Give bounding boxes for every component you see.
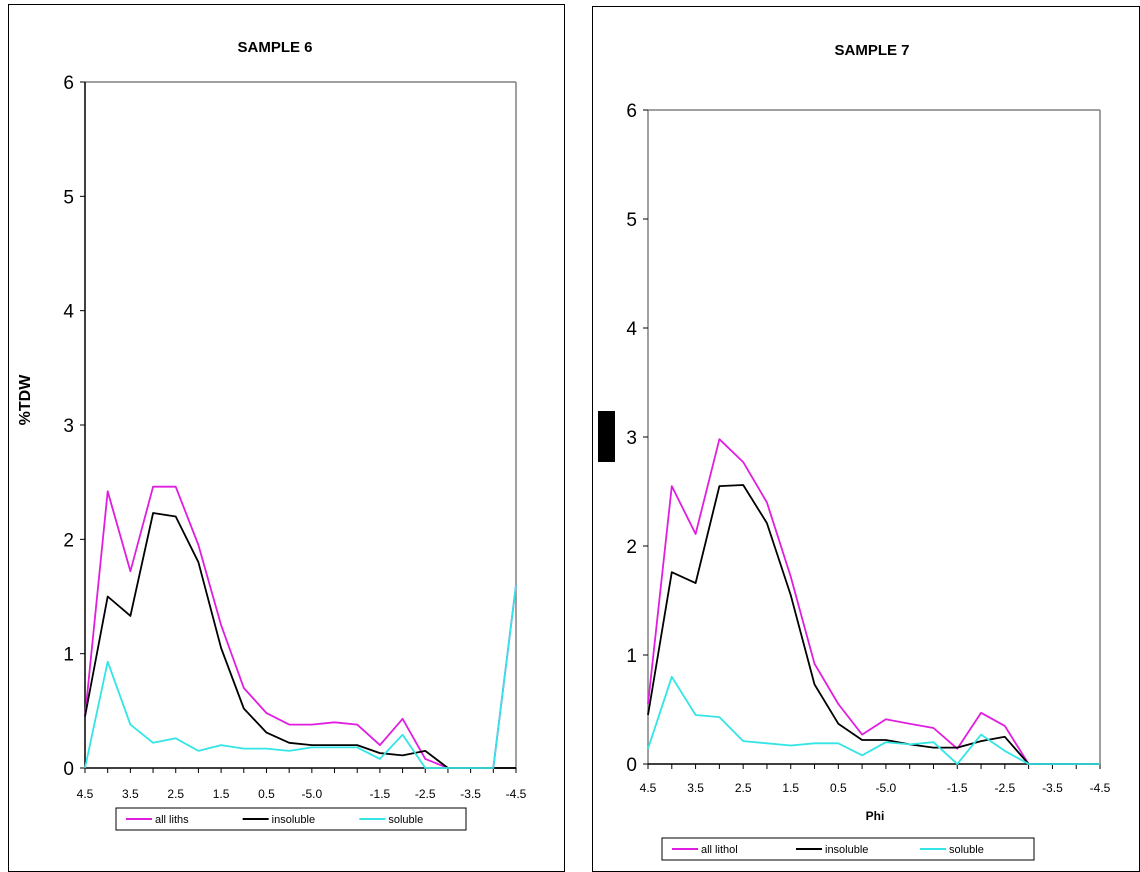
series-line-insoluble [647, 484, 1100, 765]
chart-panel-sample-6 [8, 4, 565, 872]
series-line-all-liths [84, 485, 517, 769]
legend-label: soluble [949, 844, 984, 856]
chart-title: SAMPLE 6 [237, 39, 312, 56]
x-tick-label: 1.5 [213, 787, 230, 801]
chart-title: SAMPLE 7 [834, 42, 909, 59]
legend-box [661, 837, 1035, 861]
legend-label: all liths [155, 814, 189, 826]
chart-1: SAMPLE 6 0 1 2 3 4 5 6 4.5 3.5 2.5 1.5 0.5 -5.0 -1.5 -2… [17, 39, 527, 831]
x-tick-label: -1.5 [370, 787, 391, 801]
y-tick-label: 6 [63, 73, 74, 94]
x-tick-label: 1.5 [782, 781, 799, 795]
y-tick-label: 0 [626, 755, 637, 776]
legend-box [115, 807, 467, 831]
y-tick-label: 5 [626, 210, 637, 231]
y-tick-label: 5 [63, 187, 74, 208]
x-tick-label: -5.0 [301, 787, 322, 801]
x-tick-label: -3.5 [1042, 781, 1063, 795]
x-tick-label: -2.5 [415, 787, 436, 801]
x-tick-label: -3.5 [460, 787, 481, 801]
y-tick-label: 3 [626, 428, 637, 449]
x-axis-label: Phi [866, 809, 885, 823]
x-tick-label: 4.5 [77, 787, 94, 801]
x-tick-label: -4.5 [506, 787, 527, 801]
x-tick-label: -4.5 [1090, 781, 1111, 795]
x-tick-label: 3.5 [122, 787, 139, 801]
x-tick-label: 2.5 [167, 787, 184, 801]
legend-label: soluble [388, 814, 423, 826]
x-tick-label: -1.5 [947, 781, 968, 795]
y-tick-label: 4 [63, 302, 74, 323]
series-line-soluble [84, 584, 517, 769]
x-tick-label: 2.5 [735, 781, 752, 795]
series-line-soluble [647, 675, 1100, 765]
y-tick-label: 0 [63, 759, 74, 780]
x-tick-label: -5.0 [876, 781, 897, 795]
legend: all lithol insoluble soluble [661, 837, 1035, 861]
y-tick-label: 1 [626, 646, 637, 667]
chart-panel-sample-7 [592, 6, 1140, 872]
y-tick-label: 3 [63, 416, 74, 437]
x-tick-label: 0.5 [830, 781, 847, 795]
y-tick-label: 2 [63, 530, 74, 551]
y-axis-label: %TDW [17, 374, 34, 426]
series-line-insoluble [84, 512, 516, 769]
x-tick-label: 4.5 [640, 781, 657, 795]
series-line-all-lithol [647, 438, 1100, 765]
x-tick-label: -2.5 [994, 781, 1015, 795]
x-tick-label: 0.5 [258, 787, 275, 801]
x-tick-label: 3.5 [687, 781, 704, 795]
y-tick-label: 2 [626, 537, 637, 558]
y-tick-label: 6 [626, 101, 637, 122]
y-tick-label: 1 [63, 645, 74, 666]
chart-2: SAMPLE 7 0 1 2 3 4 5 6 4.5 3.5 2.5 1.5 0.5 -5.0 -1.5 -2… [626, 42, 1111, 861]
legend: all liths insoluble soluble [115, 807, 467, 831]
y-tick-label: 4 [626, 319, 637, 340]
redaction-box [598, 411, 615, 462]
legend-label: insoluble [825, 844, 868, 856]
legend-label: insoluble [272, 814, 315, 826]
legend-label: all lithol [701, 844, 738, 856]
